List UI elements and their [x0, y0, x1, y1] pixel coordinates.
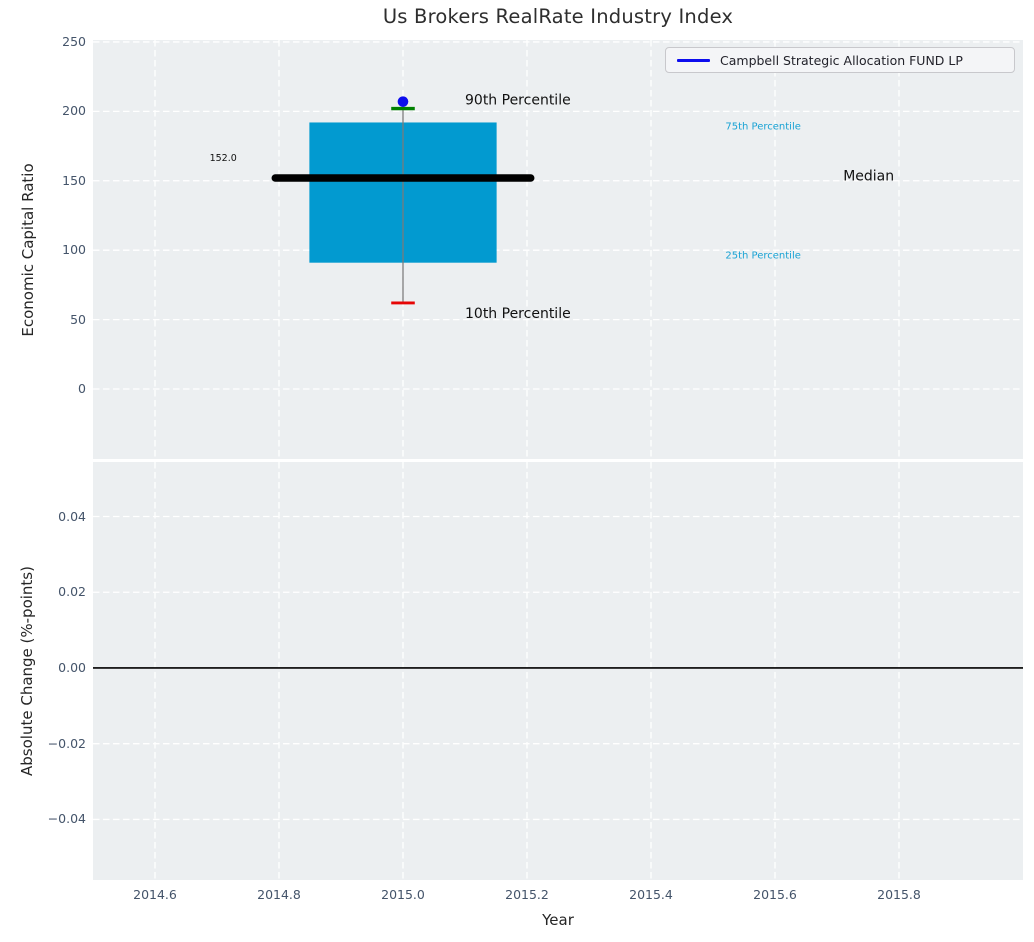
- top-plot-canvas: 90th Percentile 10th Percentile 75th Perce…: [93, 40, 1023, 459]
- annotation-25th-percentile: 25th Percentile: [725, 251, 801, 262]
- ytick-label-bottom: 0.00: [58, 659, 86, 675]
- fund-marker-dot: [397, 96, 409, 107]
- xtick-label: 2015.2: [505, 887, 549, 902]
- annotation-10th-percentile: 10th Percentile: [465, 306, 571, 322]
- legend-label: Campbell Strategic Allocation FUND LP: [720, 52, 963, 68]
- ytick-label-bottom: −0.02: [47, 735, 86, 751]
- bottom-plot-canvas: [93, 462, 1023, 880]
- ytick-label-bottom: 0.02: [58, 584, 86, 600]
- legend: Campbell Strategic Allocation FUND LP: [665, 47, 1015, 73]
- annotation-median: Median: [843, 169, 894, 185]
- xtick-label: 2014.6: [133, 887, 177, 902]
- ytick-label-bottom: 0.04: [58, 508, 86, 524]
- ytick-label-bottom: −0.04: [47, 811, 86, 827]
- x-axis-label: Year: [542, 911, 574, 929]
- xtick-label: 2015.8: [877, 887, 921, 902]
- ytick-label-top: 200: [62, 103, 86, 119]
- annotation-75th-percentile: 75th Percentile: [725, 122, 801, 133]
- ytick-label-top: 50: [70, 311, 86, 327]
- xtick-label: 2015.6: [753, 887, 797, 902]
- ytick-label-top: 100: [62, 242, 86, 258]
- bottom-axes-background: [93, 462, 1023, 880]
- ytick-label-top: 150: [62, 172, 86, 188]
- ytick-label-top: 250: [62, 33, 86, 49]
- legend-line-icon: [677, 58, 710, 62]
- xtick-label: 2015.4: [629, 887, 673, 902]
- chart-title: Us Brokers RealRate Industry Index: [382, 5, 734, 28]
- xtick-label: 2015.0: [381, 887, 425, 902]
- ytick-label-top: 0: [78, 381, 86, 397]
- annotation-152-0: 152.0: [210, 153, 237, 164]
- xtick-label: 2014.8: [257, 887, 301, 902]
- annotation-90th-percentile: 90th Percentile: [465, 92, 571, 108]
